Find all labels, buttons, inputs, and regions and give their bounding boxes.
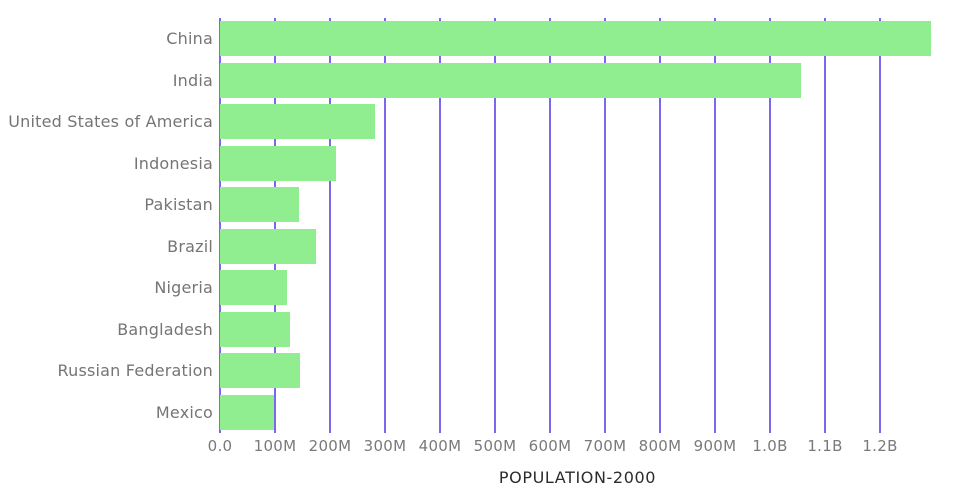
x-tick-label: 1.0B — [752, 437, 788, 455]
x-tick-label: 800M — [638, 437, 682, 455]
population-bar — [220, 145, 337, 181]
x-tick-label: 900M — [693, 437, 737, 455]
population-bar — [220, 21, 932, 56]
x-tick-label: 600M — [528, 437, 572, 455]
x-tick-label: 300M — [363, 437, 407, 455]
gridline — [384, 18, 386, 433]
population-bar — [220, 104, 376, 139]
category-label: Nigeria — [154, 278, 213, 297]
x-tick-label: 1.2B — [862, 437, 898, 455]
population-bar — [220, 311, 291, 347]
gridline — [879, 18, 881, 433]
x-tick-label: 200M — [308, 437, 352, 455]
gridline — [549, 18, 551, 433]
category-label: Bangladesh — [117, 319, 213, 339]
category-label: Indonesia — [133, 153, 213, 173]
category-label: China — [166, 29, 213, 48]
x-tick-label: 500M — [473, 437, 517, 455]
gridline — [659, 18, 661, 433]
category-label: Pakistan — [144, 195, 213, 214]
population-bar — [220, 394, 275, 430]
population-bar — [220, 228, 317, 264]
population-bar — [220, 270, 288, 305]
x-tick-label: 400M — [418, 437, 462, 455]
gridline — [714, 18, 716, 433]
x-tick-label: 700M — [583, 437, 627, 455]
population-bar — [220, 62, 801, 98]
category-label: Brazil — [167, 236, 213, 256]
gridline — [219, 18, 221, 433]
category-label: India — [172, 70, 213, 90]
gridline — [329, 18, 331, 433]
gridline — [769, 18, 771, 433]
gridline — [494, 18, 496, 433]
chart-title: POPULATION-2000 — [498, 468, 657, 487]
category-label: Russian Federation — [57, 361, 213, 380]
x-tick-label: 100M — [253, 437, 297, 455]
gridline — [439, 18, 441, 433]
population-bar — [220, 353, 301, 388]
gridline — [604, 18, 606, 433]
x-tick-label: 1.1B — [807, 437, 843, 455]
gridline — [274, 18, 276, 433]
gridline — [824, 18, 826, 433]
category-label: Mexico — [155, 402, 213, 422]
x-tick-label: 0.0 — [207, 437, 233, 455]
category-label: United States of America — [8, 112, 213, 131]
population-bar — [220, 187, 299, 222]
